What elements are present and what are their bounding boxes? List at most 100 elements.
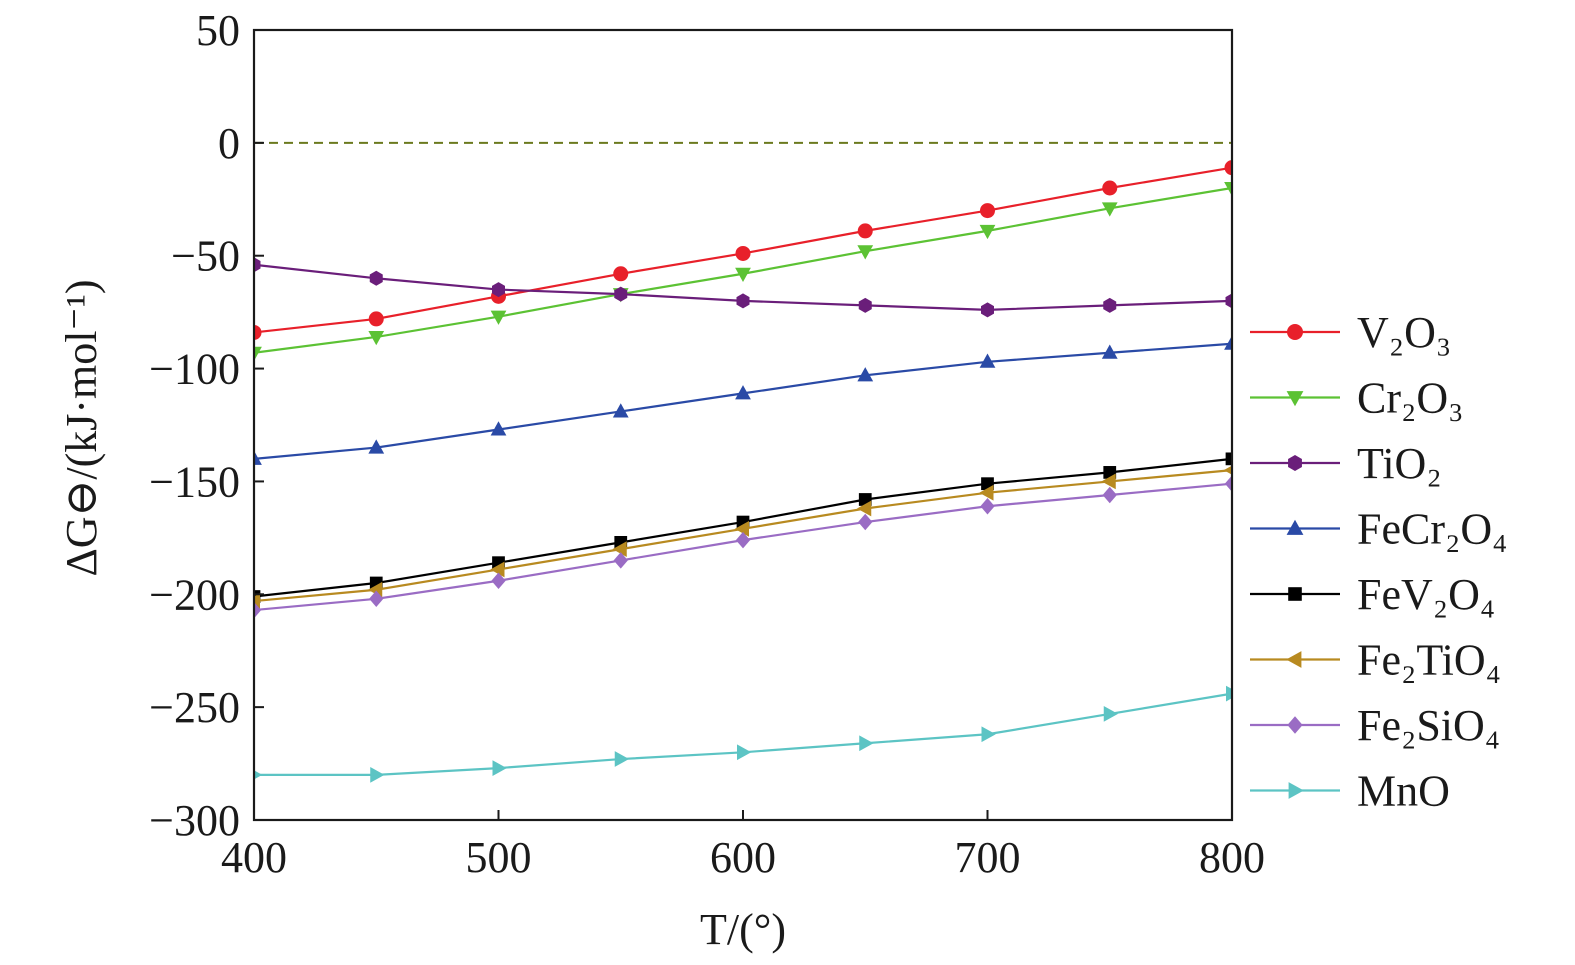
legend-label: FeV₂O₄ [1357, 570, 1495, 619]
legend-entry: Fe₂TiO₄ [1250, 636, 1501, 685]
legend-entry: FeCr₂O₄ [1250, 505, 1507, 554]
data-point [1103, 297, 1117, 313]
data-point [254, 601, 262, 619]
y-tick-label: 50 [196, 6, 240, 55]
plot-area [254, 141, 1232, 783]
series-3 [254, 335, 1232, 465]
data-point [612, 403, 629, 418]
data-point [981, 726, 996, 743]
data-point [735, 385, 751, 400]
legend-label: TiO₂ [1357, 439, 1442, 488]
legend-entry: MnO [1250, 767, 1450, 816]
series-0 [254, 160, 1232, 340]
legend-marker [1288, 782, 1304, 799]
legend-marker [1287, 324, 1303, 340]
y-tick-label: 0 [218, 119, 240, 168]
data-point [735, 531, 751, 549]
data-point [614, 751, 629, 767]
legend-entry: TiO₂ [1250, 439, 1442, 488]
legend-label: MnO [1357, 767, 1450, 816]
data-point [613, 266, 629, 282]
data-point [980, 203, 995, 219]
data-point [1101, 344, 1118, 359]
data-point [1226, 685, 1232, 702]
legend-label: Fe₂SiO₄ [1357, 701, 1500, 750]
data-point [370, 766, 385, 783]
data-point [1224, 335, 1232, 350]
y-axis-title: ΔG⊖/(kJ·mol⁻¹) [57, 279, 106, 576]
legend-label: Fe₂TiO₄ [1357, 636, 1501, 685]
data-point [492, 760, 507, 776]
data-point [368, 330, 385, 346]
data-point [859, 735, 874, 752]
data-point [857, 367, 874, 382]
legend-entry: Cr₂O₃ [1250, 374, 1463, 423]
data-point [857, 245, 874, 260]
data-point [1225, 293, 1232, 309]
plot-frame [252, 28, 1234, 822]
x-tick-label: 800 [1199, 833, 1265, 882]
series-7 [254, 685, 1232, 783]
data-point [1224, 475, 1232, 492]
data-point [737, 744, 752, 761]
data-point [254, 324, 262, 340]
legend-marker [1288, 455, 1302, 471]
data-point [979, 224, 996, 240]
legend-label: FeCr₂O₄ [1357, 505, 1507, 554]
x-tick-label: 600 [710, 833, 776, 882]
x-tick-label: 400 [221, 833, 287, 882]
data-point [1103, 706, 1118, 722]
data-point [492, 282, 505, 298]
data-point [981, 302, 994, 318]
data-point [368, 311, 384, 327]
data-point [979, 353, 996, 368]
data-point [614, 286, 628, 302]
series-line [254, 692, 1232, 776]
data-point [490, 421, 507, 436]
x-axis-title: T/(°) [700, 905, 786, 954]
y-tick-label: −100 [149, 345, 240, 394]
data-point [491, 572, 506, 589]
data-point [858, 513, 873, 531]
data-point [857, 223, 873, 239]
y-tick-label: −150 [149, 457, 240, 506]
data-point [1225, 452, 1232, 466]
legend: V₂O₃ Cr₂O₃ TiO₂ FeCr₂O₄ FeV₂O₄ Fe₂TiO₄ Fe₂SiO₄… [1250, 308, 1507, 816]
data-point [735, 267, 751, 283]
data-point [1102, 486, 1117, 504]
data-point [1224, 160, 1232, 176]
legend-marker [1288, 587, 1302, 601]
y-tick-label: −300 [149, 796, 240, 845]
legend-marker [1287, 716, 1303, 734]
series-6 [254, 475, 1232, 619]
legend-entry: V₂O₃ [1250, 308, 1451, 357]
data-point [736, 293, 750, 309]
legend-marker [1286, 651, 1302, 668]
legend-marker [1286, 519, 1304, 535]
data-point [979, 484, 994, 501]
legend-label: Cr₂O₃ [1357, 374, 1463, 423]
data-point [368, 439, 385, 454]
data-point [1223, 465, 1232, 475]
data-point [1101, 202, 1118, 217]
legend-entry: Fe₂SiO₄ [1250, 701, 1500, 750]
data-point [980, 498, 995, 515]
axes: 400 500 600 700 800500−50−100−150−200−250−30… [149, 6, 1265, 882]
data-point [857, 500, 872, 517]
data-point [612, 541, 627, 558]
data-point [254, 257, 261, 273]
data-point [254, 346, 262, 362]
data-point [1102, 180, 1118, 196]
series-1 [254, 182, 1232, 362]
data-point [254, 770, 263, 780]
data-point [613, 552, 628, 569]
data-point [369, 270, 383, 286]
data-point [734, 520, 749, 537]
y-tick-label: −250 [149, 683, 240, 732]
series-line [254, 342, 1232, 460]
y-tick-label: −200 [149, 570, 240, 619]
data-point [1224, 182, 1232, 197]
legend-entry: FeV₂O₄ [1250, 570, 1495, 619]
legend-marker [1286, 391, 1304, 407]
